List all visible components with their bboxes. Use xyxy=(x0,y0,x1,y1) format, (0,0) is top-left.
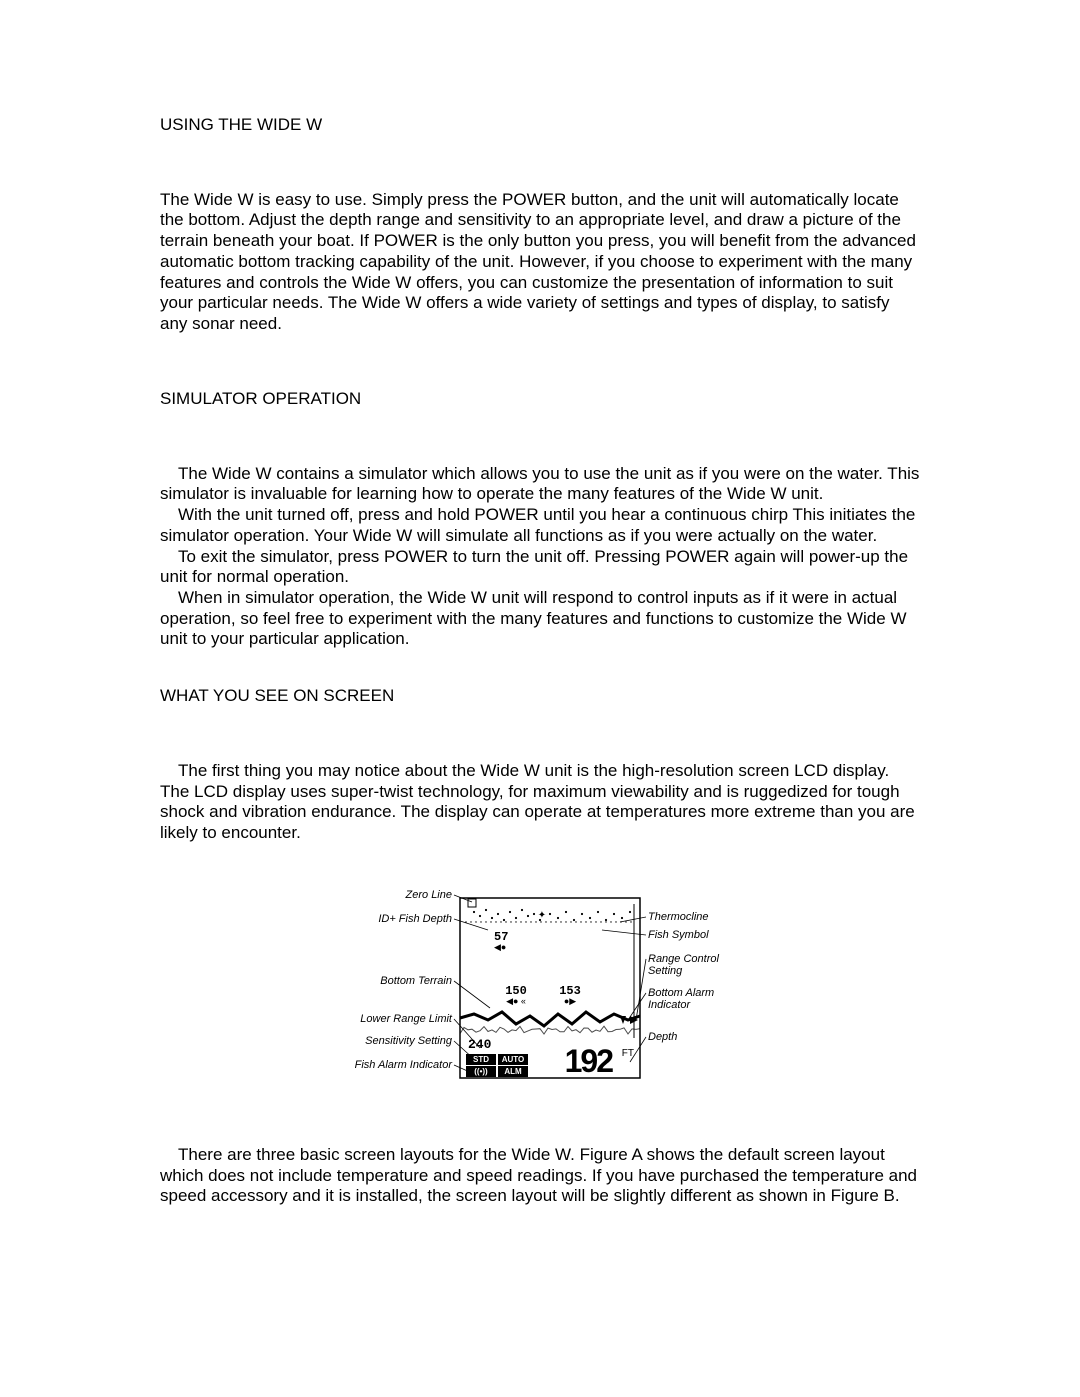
svg-text:Depth: Depth xyxy=(648,1031,677,1043)
paragraph: The Wide W contains a simulator which al… xyxy=(160,464,920,505)
svg-text:Zero Line: Zero Line xyxy=(405,889,452,901)
paragraph: The first thing you may notice about the… xyxy=(160,761,920,844)
svg-text:Bottom Alarm: Bottom Alarm xyxy=(648,987,714,999)
section-screen-intro: The first thing you may notice about the… xyxy=(160,761,920,844)
svg-text:Fish Symbol: Fish Symbol xyxy=(648,929,709,941)
svg-text:Sensitivity Setting: Sensitivity Setting xyxy=(365,1035,453,1047)
figure-lcd-diagram: ✦57◀●150◀● «153●▶240STDAUTO((•))ALM192FT… xyxy=(340,880,740,1105)
svg-text:ID+ Fish Depth: ID+ Fish Depth xyxy=(378,913,452,925)
heading-simulator: SIMULATOR OPERATION xyxy=(160,389,920,410)
paragraph: With the unit turned off, press and hold… xyxy=(160,505,920,546)
svg-text:✦: ✦ xyxy=(538,910,546,921)
lcd-svg: ✦57◀●150◀● «153●▶240STDAUTO((•))ALM192FT… xyxy=(340,880,740,1105)
svg-text:Indicator: Indicator xyxy=(648,999,692,1011)
svg-text:ALM: ALM xyxy=(504,1067,522,1076)
document-page: USING THE WIDE W The Wide W is easy to u… xyxy=(0,0,1080,1397)
paragraph: To exit the simulator, press POWER to tu… xyxy=(160,547,920,588)
paragraph: The Wide W is easy to use. Simply press … xyxy=(160,190,920,335)
svg-text:◀●: ◀● xyxy=(494,942,506,952)
section-screen-layouts: There are three basic screen layouts for… xyxy=(160,1145,920,1207)
section-intro: The Wide W is easy to use. Simply press … xyxy=(160,190,920,335)
heading-screen: WHAT YOU SEE ON SCREEN xyxy=(160,686,920,707)
section-simulator: The Wide W contains a simulator which al… xyxy=(160,464,920,651)
heading-using: USING THE WIDE W xyxy=(160,115,920,136)
svg-text:((•)): ((•)) xyxy=(474,1067,488,1076)
svg-text:STD: STD xyxy=(473,1055,489,1064)
svg-text:◀● «: ◀● « xyxy=(506,996,526,1006)
svg-text:AUTO: AUTO xyxy=(502,1055,525,1064)
svg-text:Lower Range Limit: Lower Range Limit xyxy=(360,1013,453,1025)
svg-text:●▶: ●▶ xyxy=(564,996,576,1006)
svg-text:Setting: Setting xyxy=(648,965,683,977)
svg-text:Range Control: Range Control xyxy=(648,953,719,965)
paragraph: There are three basic screen layouts for… xyxy=(160,1145,920,1207)
svg-text:240: 240 xyxy=(468,1037,492,1052)
svg-text:192: 192 xyxy=(565,1043,614,1079)
svg-text:Bottom Terrain: Bottom Terrain xyxy=(380,975,452,987)
paragraph: When in simulator operation, the Wide W … xyxy=(160,588,920,650)
svg-text:Fish Alarm Indicator: Fish Alarm Indicator xyxy=(355,1059,454,1071)
svg-text:Thermocline: Thermocline xyxy=(648,911,709,923)
svg-text:FT: FT xyxy=(622,1048,634,1059)
